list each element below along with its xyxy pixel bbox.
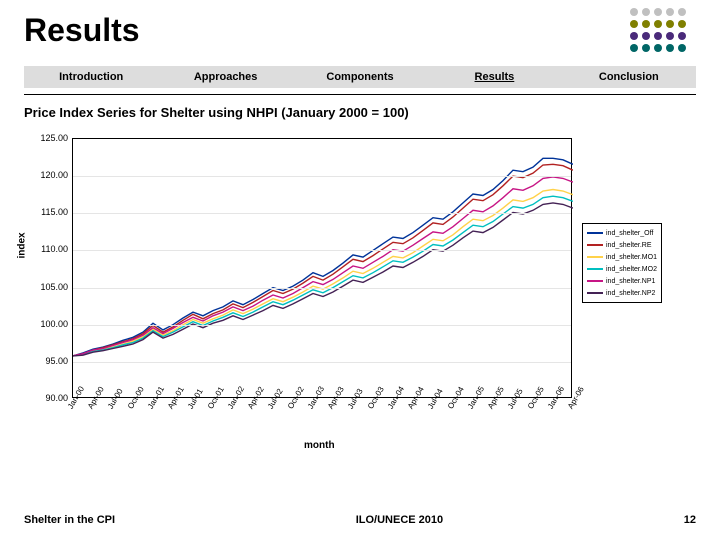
ytick-label: 110.00 bbox=[28, 244, 68, 254]
nav-tabs: IntroductionApproachesComponentsResultsC… bbox=[24, 66, 696, 88]
legend: ind_shelter_Offind_shelter.REind_shelter… bbox=[582, 223, 662, 303]
legend-item: ind_shelter_Off bbox=[587, 227, 657, 239]
legend-item: ind_shelter.MO2 bbox=[587, 263, 657, 275]
page-title: Results bbox=[24, 12, 696, 49]
tab-components[interactable]: Components bbox=[293, 71, 427, 83]
ytick-label: 95.00 bbox=[28, 356, 68, 366]
tab-results[interactable]: Results bbox=[427, 71, 561, 83]
legend-item: ind_shelter.NP1 bbox=[587, 275, 657, 287]
tab-conclusion[interactable]: Conclusion bbox=[562, 71, 696, 83]
divider bbox=[24, 94, 696, 95]
x-axis-label: month bbox=[304, 440, 335, 451]
footer-page-number: 12 bbox=[684, 514, 696, 526]
footer-center: ILO/UNECE 2010 bbox=[356, 514, 443, 526]
legend-item: ind_shelter.NP2 bbox=[587, 287, 657, 299]
tab-introduction[interactable]: Introduction bbox=[24, 71, 158, 83]
ytick-label: 100.00 bbox=[28, 319, 68, 329]
footer-left: Shelter in the CPI bbox=[24, 514, 115, 526]
chart-container: index month ind_shelter_Offind_shelter.R… bbox=[24, 128, 694, 458]
y-axis-label: index bbox=[17, 232, 28, 258]
legend-item: ind_shelter.RE bbox=[587, 239, 657, 251]
ytick-label: 90.00 bbox=[28, 393, 68, 403]
plot-area bbox=[72, 138, 572, 398]
ytick-label: 105.00 bbox=[28, 282, 68, 292]
ytick-label: 125.00 bbox=[28, 133, 68, 143]
legend-item: ind_shelter.MO1 bbox=[587, 251, 657, 263]
line-series bbox=[73, 139, 573, 399]
ytick-label: 115.00 bbox=[28, 207, 68, 217]
chart-subtitle: Price Index Series for Shelter using NHP… bbox=[24, 105, 696, 120]
footer: Shelter in the CPI ILO/UNECE 2010 12 bbox=[24, 514, 696, 526]
ytick-label: 120.00 bbox=[28, 170, 68, 180]
tab-approaches[interactable]: Approaches bbox=[158, 71, 292, 83]
decoration-dots bbox=[626, 4, 696, 60]
